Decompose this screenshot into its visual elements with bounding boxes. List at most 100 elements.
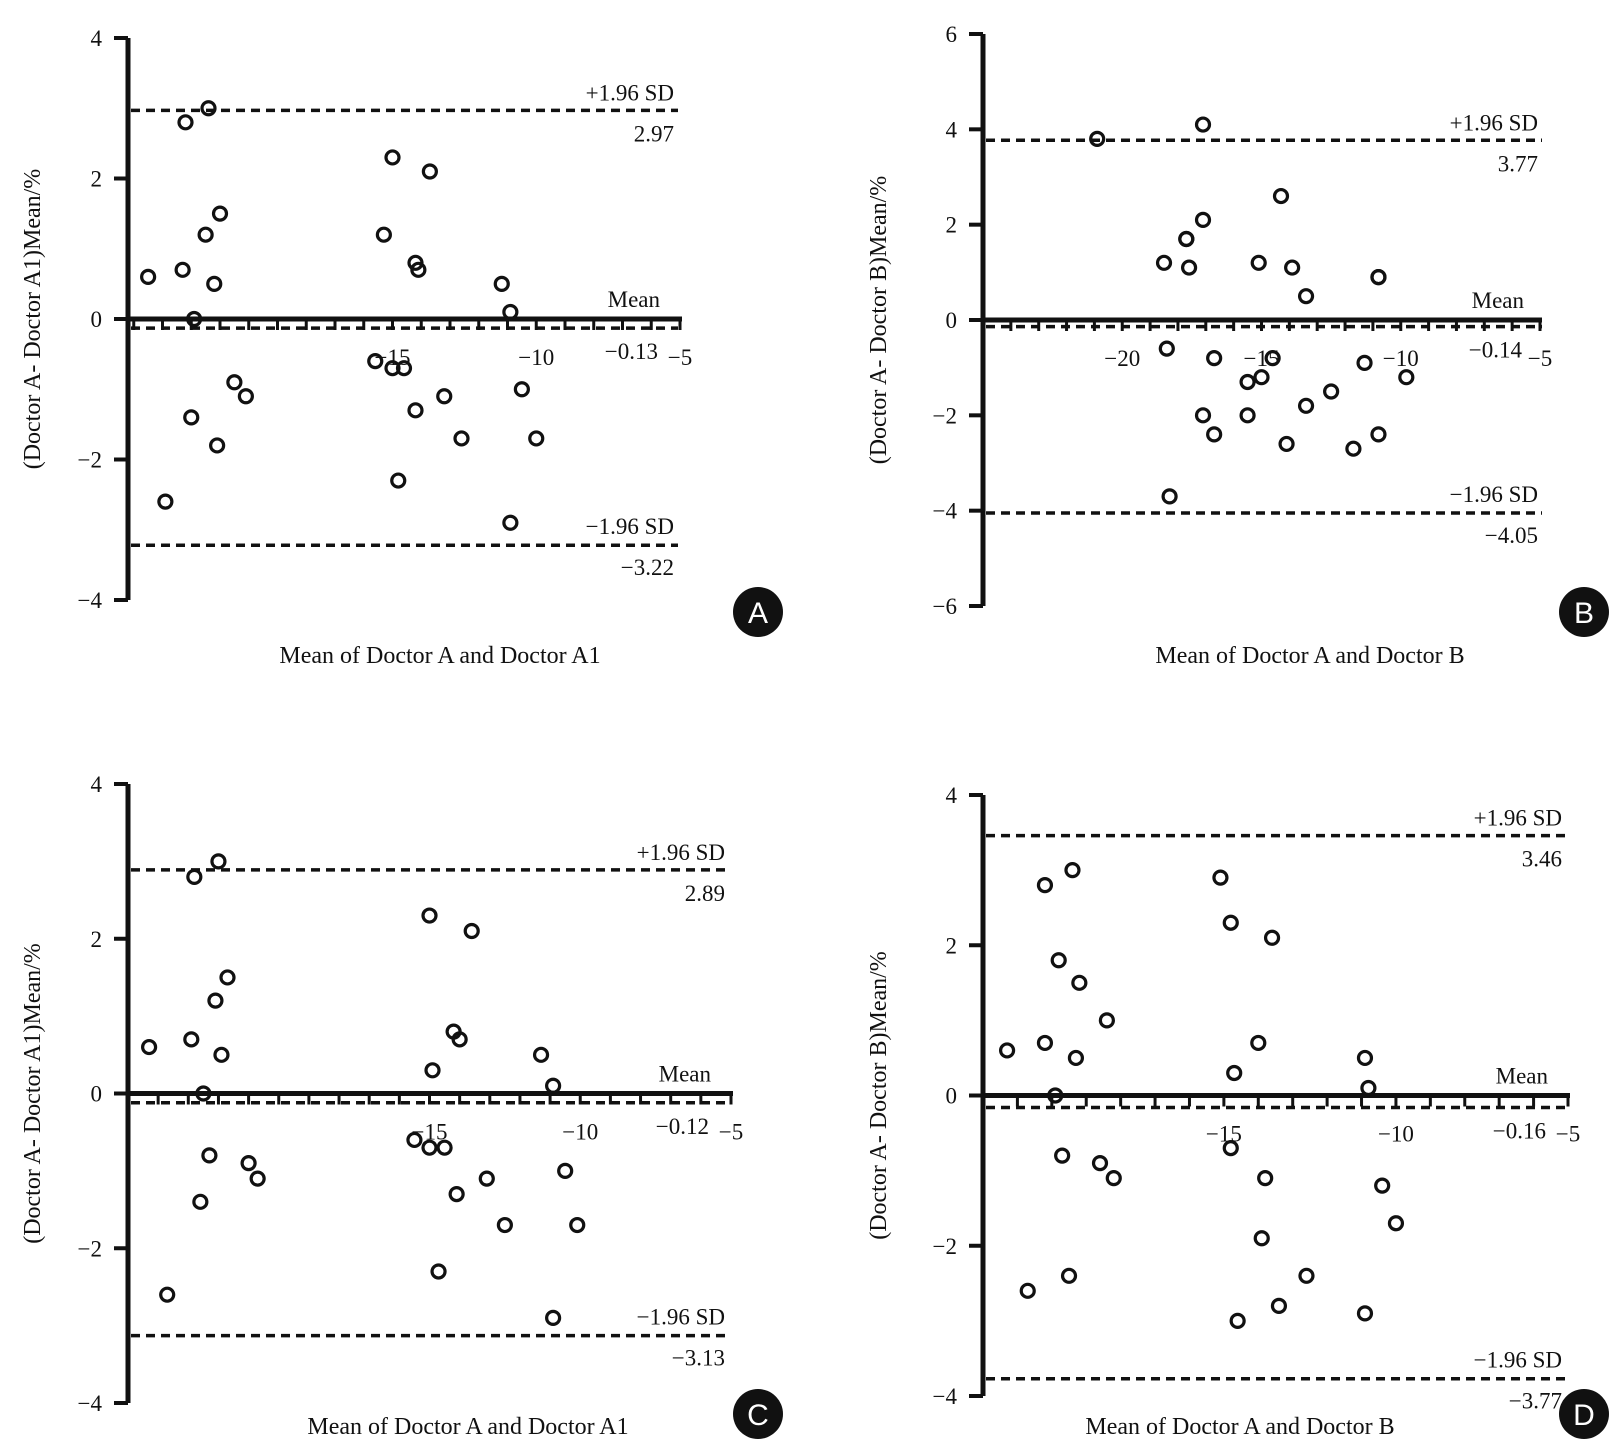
panel-a-y-tick-label: −4	[78, 588, 103, 613]
panel-b-lower-limit-value: −4.05	[1485, 523, 1538, 548]
panel-c-data-point	[545, 1077, 562, 1094]
panel-a-y-tick-label: 0	[91, 307, 103, 332]
panel-a-upper-limit-name: +1.96 SD	[586, 80, 674, 105]
panel-a-data-point	[183, 409, 200, 426]
panel-c-data-point	[207, 992, 224, 1009]
panel-c-data-point	[192, 1193, 209, 1210]
panel-d-data-point	[1250, 1034, 1267, 1052]
panel-b-data-point	[1194, 116, 1212, 133]
panel-a-data-point	[493, 275, 510, 292]
panel-c-mean-value: −0.12	[656, 1114, 709, 1139]
panel-b-lower-limit-name: −1.96 SD	[1450, 482, 1538, 507]
panel-c-y-tick-label: −4	[78, 1391, 103, 1416]
panel-b-data-point	[1370, 269, 1387, 286]
panel-d-data-point	[998, 1042, 1016, 1059]
panel-b-data-point	[1155, 254, 1173, 271]
panel-a-y-axis-title: (Doctor A- Doctor A1)Mean/%	[20, 169, 46, 470]
panel-d-data-point	[1071, 974, 1088, 991]
panel-b-x-tick-label: −20	[1104, 346, 1140, 371]
panel-b-upper-limit-name: +1.96 SD	[1450, 110, 1538, 135]
panel-b-data-point	[1398, 369, 1415, 386]
panel-d-y-tick-label: 4	[946, 783, 958, 808]
panel-d-badge	[1559, 1389, 1609, 1439]
panel-a-data-point	[200, 100, 217, 117]
panel-b-data-point	[1158, 340, 1175, 357]
panel-c-data-point	[213, 1046, 230, 1063]
panel-b-y-tick-label: −2	[933, 403, 957, 428]
panel-a-data-point	[157, 493, 174, 510]
panel-b-data-point	[1272, 187, 1290, 205]
panel-d-data-point	[1036, 877, 1054, 894]
panel-d-upper-limit-name: +1.96 SD	[1474, 806, 1562, 831]
panel-a-y-tick-label: 2	[91, 167, 103, 192]
panel-c-data-point	[421, 1139, 438, 1156]
panel-d-x-tick-label: −10	[1378, 1122, 1414, 1147]
panel-d-data-point	[1222, 1139, 1239, 1157]
panel-a-data-point	[502, 303, 519, 321]
panel-d-data-point	[1064, 862, 1081, 879]
panel-d-lower-limit-value: −3.77	[1509, 1389, 1562, 1414]
panel-d-data-point	[1356, 1049, 1374, 1067]
panel-a-data-point	[186, 310, 203, 328]
panel-d-x-tick-label: −5	[1556, 1122, 1580, 1147]
panel-b-upper-limit-value: 3.77	[1498, 151, 1538, 176]
panel-c-data-point	[141, 1038, 158, 1056]
panel-b-x-tick-label: −10	[1383, 346, 1419, 371]
panel-b-data-point	[1253, 369, 1270, 386]
panel-c-data-point	[430, 1263, 447, 1280]
panel-a-data-point	[395, 360, 413, 377]
panel-b-data-point	[1194, 407, 1212, 424]
panel-d-data-point	[1222, 914, 1239, 931]
panel-a-mean-name: Mean	[608, 287, 661, 312]
panel-b-y-tick-label: 6	[946, 22, 958, 47]
panel-a-x-tick-label: −10	[518, 345, 554, 370]
panel-d-y-tick-label: −4	[933, 1384, 958, 1409]
panel-d-data-point	[1270, 1297, 1288, 1314]
panel-b-data-point	[1345, 440, 1362, 457]
panel-c-mean-name: Mean	[659, 1062, 712, 1087]
panel-a-data-point	[367, 353, 384, 370]
panel-b-x-tick-label: −5	[1528, 346, 1552, 371]
panel-c-data-point	[545, 1309, 562, 1326]
panel-c-data-point	[451, 1031, 468, 1048]
panel-c-data-point	[532, 1046, 550, 1063]
panel-b-data-point	[1089, 130, 1106, 147]
panel-b-data-point	[1323, 383, 1340, 400]
panel-c-data-point	[421, 907, 438, 924]
panel-a-y-tick-label: 4	[91, 26, 103, 51]
panel-a-lower-limit-name: −1.96 SD	[586, 514, 674, 539]
panel-b-data-point	[1206, 426, 1223, 443]
panel-b-data-point	[1370, 426, 1387, 443]
panel-c-lower-limit-name: −1.96 SD	[637, 1305, 725, 1330]
panel-b-data-point	[1206, 350, 1223, 367]
panel-d-y-tick-label: 0	[946, 1084, 958, 1109]
panel-d-data-point	[1036, 1034, 1054, 1052]
panel-a-data-point	[174, 261, 191, 278]
panel-c-badge-label: C	[747, 1399, 769, 1432]
panel-b-badge-label: B	[1574, 597, 1594, 630]
panel-c-y-tick-label: 2	[91, 927, 103, 952]
panel-a-upper-limit-value: 2.97	[634, 121, 674, 146]
panel-c-data-point	[436, 1139, 453, 1156]
panel-a-data-point	[436, 388, 453, 405]
panel-b-data-point	[1239, 407, 1256, 424]
panel-c-data-point	[569, 1216, 586, 1234]
panel-d-x-axis-title: Mean of Doctor A and Doctor B	[1085, 1414, 1394, 1440]
panel-b-badge	[1559, 587, 1609, 637]
panel-a-data-point	[407, 402, 424, 419]
panel-d-data-point	[1047, 1087, 1064, 1104]
panel-d-y-axis-title: (Doctor A- Doctor B)Mean/%	[866, 951, 892, 1240]
panel-d-data-point	[1098, 1012, 1115, 1029]
panel-b-mean-value: −0.14	[1469, 338, 1523, 363]
panel-a-data-point	[384, 149, 401, 166]
panel-d-mean-name: Mean	[1496, 1064, 1549, 1089]
panel-d-data-point	[1298, 1267, 1315, 1284]
panel-a-data-point	[410, 261, 427, 278]
panel-b-data-point	[1297, 397, 1315, 414]
panel-d-data-point	[1257, 1170, 1274, 1187]
panel-d-data-point	[1387, 1215, 1405, 1232]
panel-c-y-tick-label: 4	[91, 772, 103, 797]
